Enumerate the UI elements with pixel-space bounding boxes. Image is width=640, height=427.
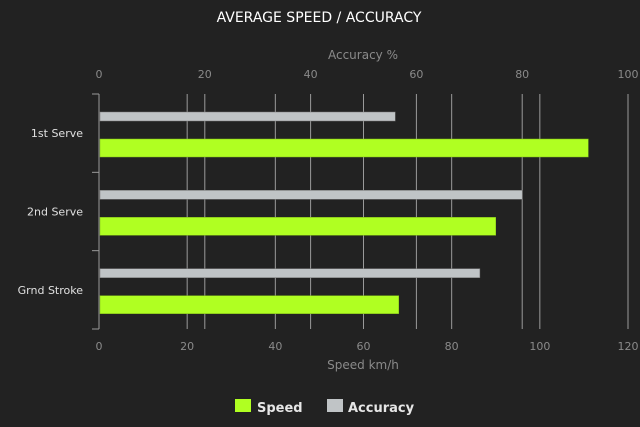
bar-speed[interactable] — [99, 295, 400, 314]
bar-accuracy[interactable] — [99, 268, 481, 278]
bottom-axis-label: Speed km/h — [327, 358, 399, 372]
bottom-tick-label: 20 — [180, 340, 194, 353]
top-tick-label: 0 — [96, 68, 103, 81]
bottom-tick-label: 60 — [357, 340, 371, 353]
top-tick-label: 60 — [409, 68, 423, 81]
category-label: Grnd Stroke — [18, 284, 84, 297]
top-tick-label: 20 — [198, 68, 212, 81]
top-tick-label: 100 — [618, 68, 639, 81]
bottom-tick-label: 40 — [268, 340, 282, 353]
bar-accuracy[interactable] — [99, 111, 396, 122]
legend-label-speed[interactable]: Speed — [257, 401, 303, 416]
category-label: 2nd Serve — [27, 206, 83, 219]
top-tick-label: 40 — [304, 68, 318, 81]
chart-title: AVERAGE SPEED / ACCURACY — [217, 10, 422, 26]
category-label: 1st Serve — [31, 127, 83, 140]
legend-label-accuracy[interactable]: Accuracy — [348, 401, 415, 416]
top-tick-label: 80 — [515, 68, 529, 81]
bottom-tick-label: 120 — [618, 340, 639, 353]
bar-accuracy[interactable] — [99, 190, 523, 200]
bar-speed[interactable] — [99, 217, 496, 236]
legend-swatch-accuracy — [327, 399, 343, 412]
bar-speed[interactable] — [99, 138, 589, 158]
bottom-tick-label: 0 — [96, 340, 103, 353]
legend-swatch-speed — [235, 399, 251, 412]
top-axis-label: Accuracy % — [328, 48, 398, 62]
bottom-tick-label: 100 — [529, 340, 550, 353]
bottom-tick-label: 80 — [445, 340, 459, 353]
